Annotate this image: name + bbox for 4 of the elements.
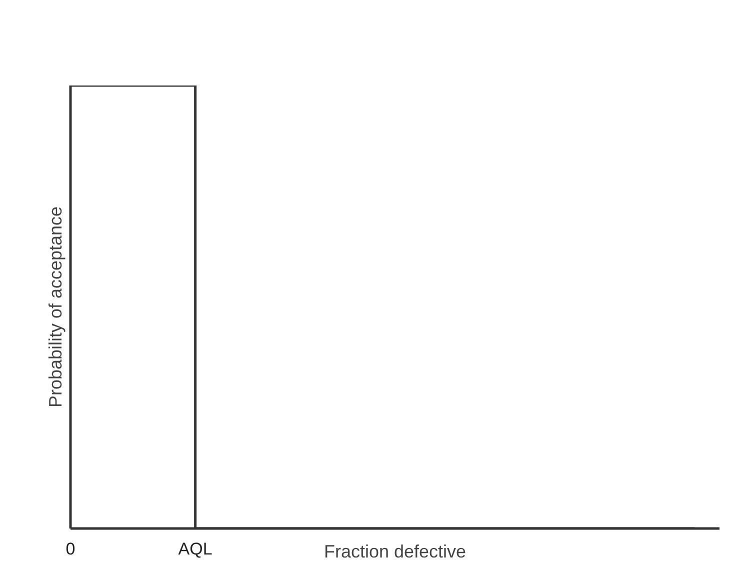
x-tick-label: 0 [66,540,76,558]
x-tick-label: AQL [178,540,212,558]
x-axis-title: Fraction defective [324,542,466,562]
y-axis-title: Probability of acceptance [46,206,66,408]
